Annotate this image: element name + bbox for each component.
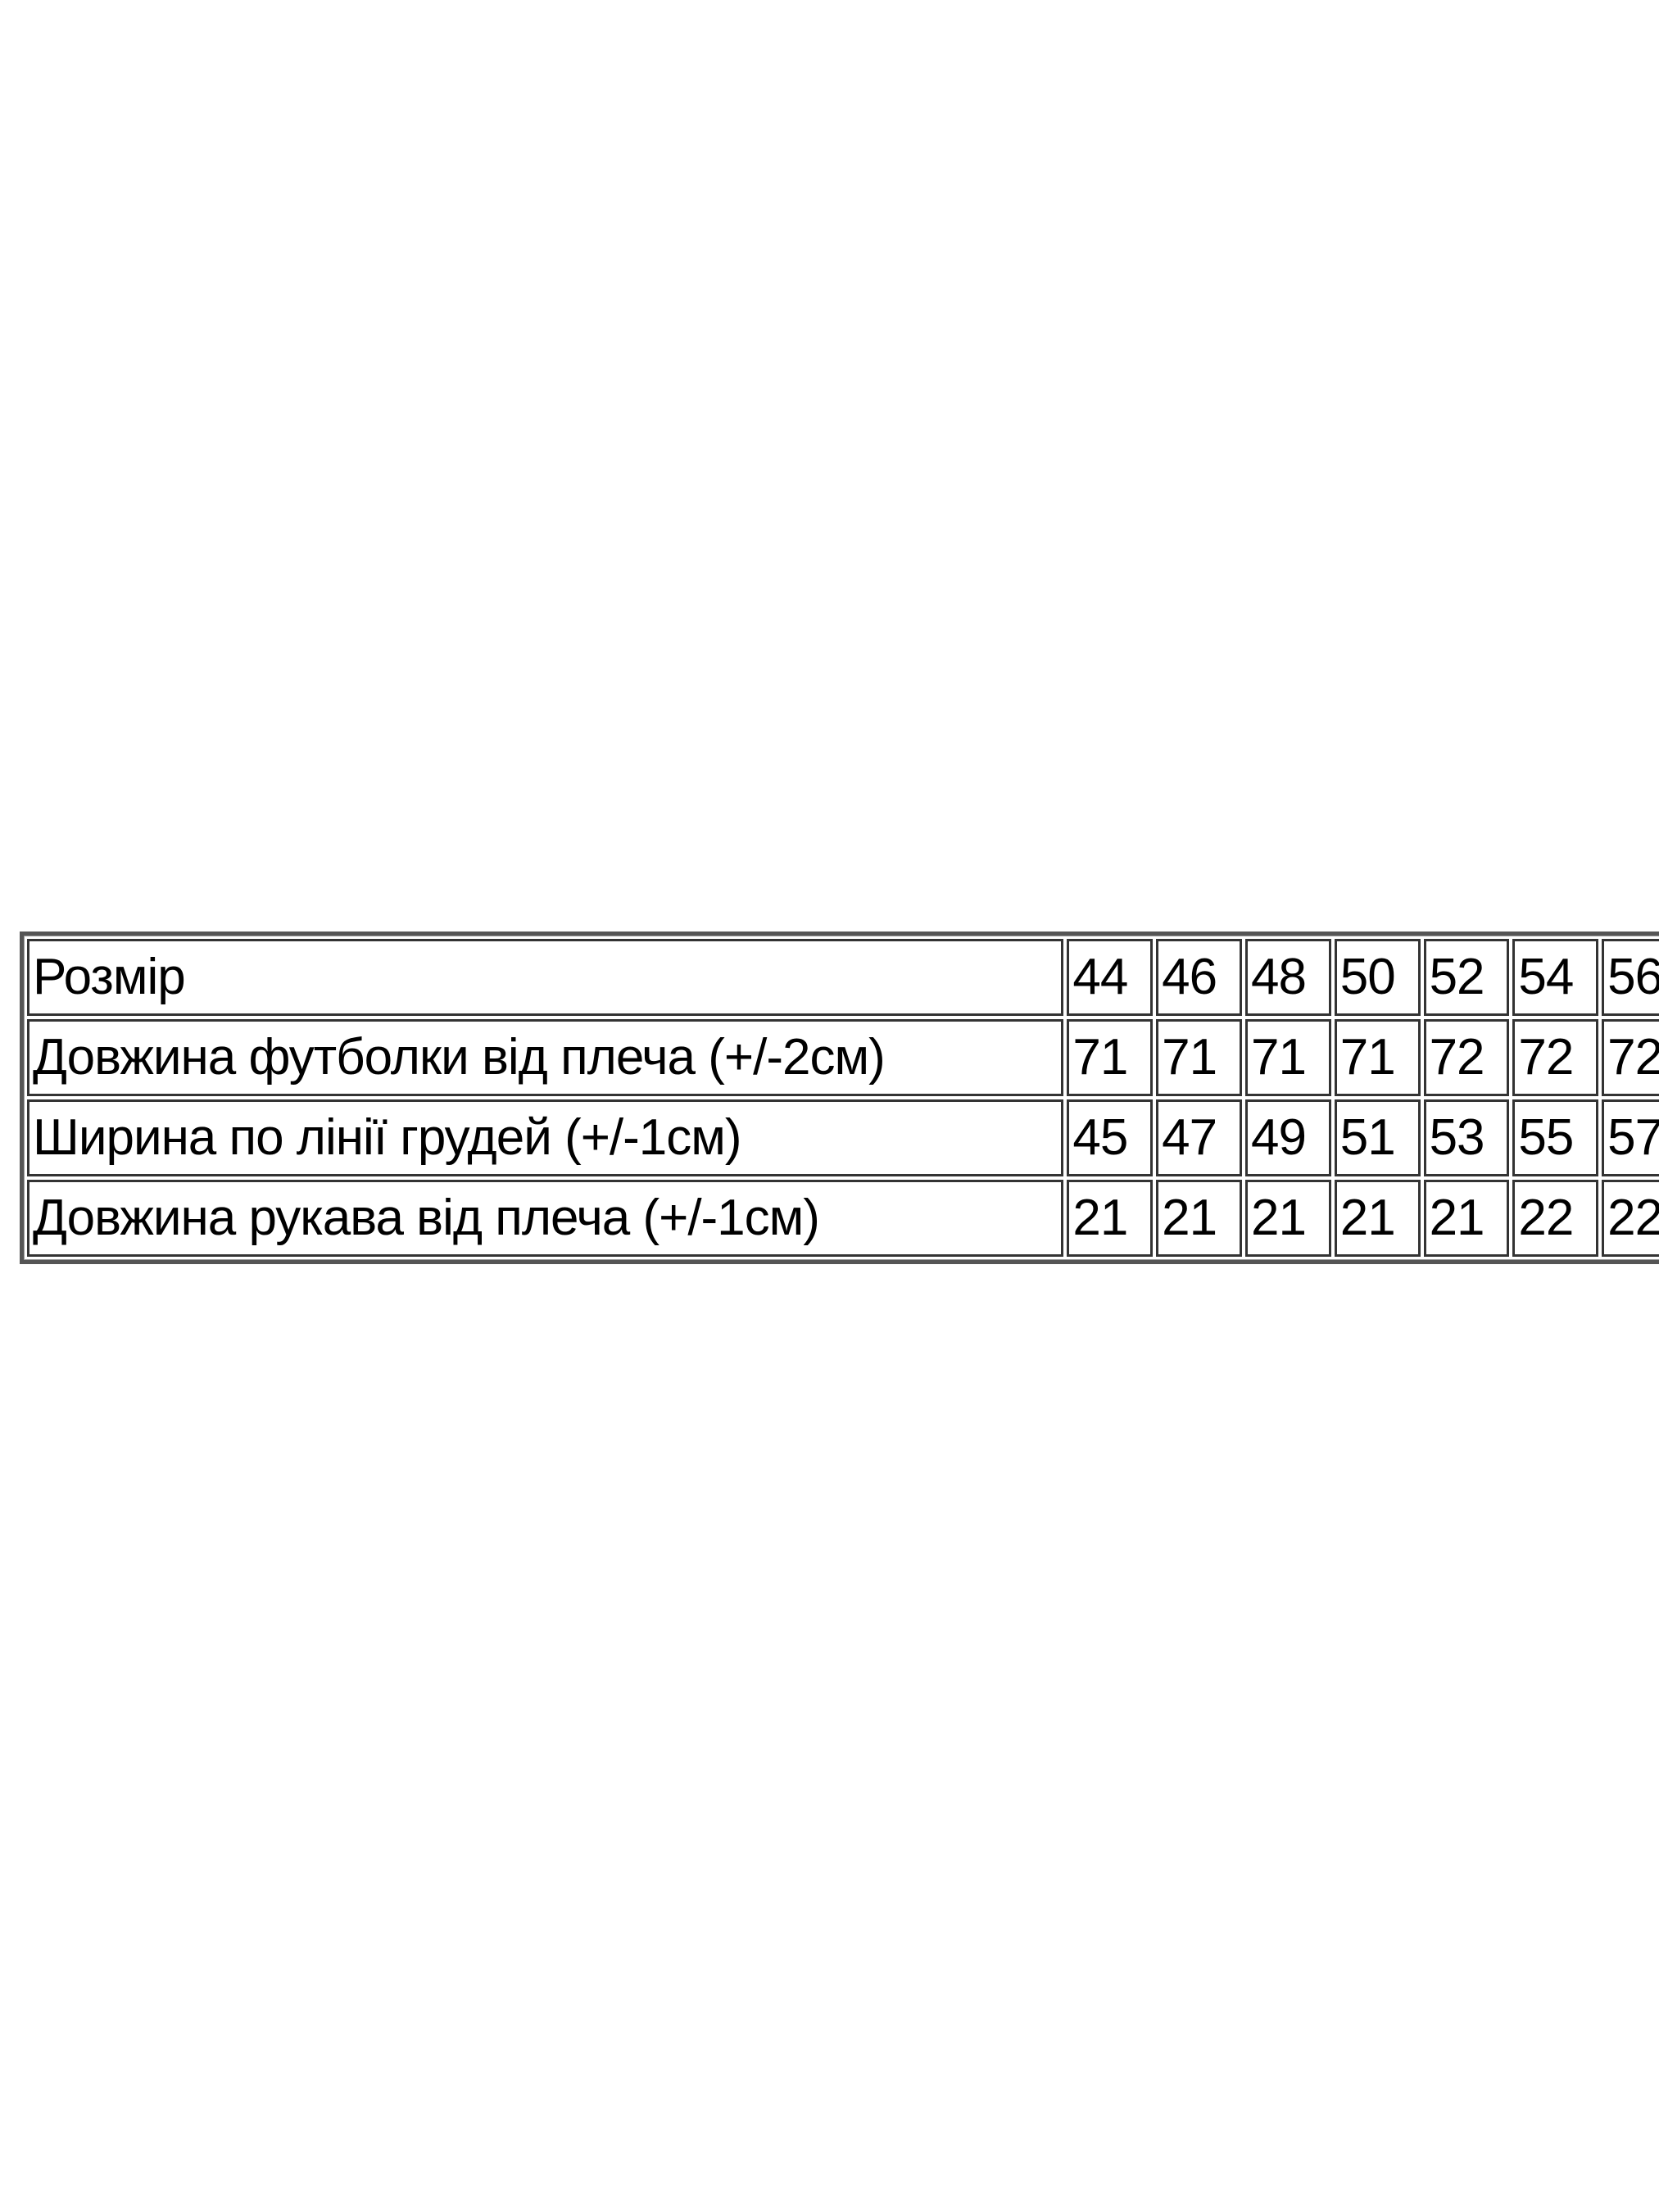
value-cell: 21 bbox=[1423, 1180, 1510, 1257]
value-cell: 21 bbox=[1067, 1180, 1154, 1257]
value-cell: 71 bbox=[1067, 1019, 1154, 1096]
table-row: Довжина рукава від плеча (+/-1см) 21 21 … bbox=[27, 1180, 1659, 1257]
value-cell: 45 bbox=[1067, 1099, 1154, 1176]
value-cell: 71 bbox=[1334, 1019, 1421, 1096]
table-row: Довжина футболки від плеча (+/-2см) 71 7… bbox=[27, 1019, 1659, 1096]
value-cell: 49 bbox=[1244, 1099, 1331, 1176]
value-cell: 22 bbox=[1512, 1180, 1599, 1257]
value-cell: 72 bbox=[1602, 1019, 1659, 1096]
value-cell: 53 bbox=[1423, 1099, 1510, 1176]
value-cell: 57 bbox=[1602, 1099, 1659, 1176]
value-cell: 71 bbox=[1156, 1019, 1242, 1096]
size-cell: 52 bbox=[1423, 939, 1510, 1016]
table-row: Ширина по лінії грудей (+/-1см) 45 47 49… bbox=[27, 1099, 1659, 1176]
size-cell: 46 bbox=[1156, 939, 1242, 1016]
value-cell: 21 bbox=[1156, 1180, 1242, 1257]
size-chart: Розмір 44 46 48 50 52 54 56 Довжина футб… bbox=[20, 931, 1659, 1264]
value-cell: 72 bbox=[1512, 1019, 1599, 1096]
size-cell: 54 bbox=[1512, 939, 1599, 1016]
size-cell: 56 bbox=[1602, 939, 1659, 1016]
value-cell: 22 bbox=[1602, 1180, 1659, 1257]
value-cell: 51 bbox=[1334, 1099, 1421, 1176]
size-cell: 44 bbox=[1067, 939, 1154, 1016]
row-label: Довжина футболки від плеча (+/-2см) bbox=[27, 1019, 1064, 1096]
value-cell: 21 bbox=[1334, 1180, 1421, 1257]
value-cell: 47 bbox=[1156, 1099, 1242, 1176]
table-header-row: Розмір 44 46 48 50 52 54 56 bbox=[27, 939, 1659, 1016]
size-cell: 50 bbox=[1334, 939, 1421, 1016]
size-cell: 48 bbox=[1244, 939, 1331, 1016]
row-label: Довжина рукава від плеча (+/-1см) bbox=[27, 1180, 1064, 1257]
value-cell: 55 bbox=[1512, 1099, 1599, 1176]
value-cell: 71 bbox=[1244, 1019, 1331, 1096]
value-cell: 21 bbox=[1244, 1180, 1331, 1257]
size-table: Розмір 44 46 48 50 52 54 56 Довжина футб… bbox=[20, 931, 1659, 1264]
value-cell: 72 bbox=[1423, 1019, 1510, 1096]
header-label: Розмір bbox=[27, 939, 1064, 1016]
row-label: Ширина по лінії грудей (+/-1см) bbox=[27, 1099, 1064, 1176]
